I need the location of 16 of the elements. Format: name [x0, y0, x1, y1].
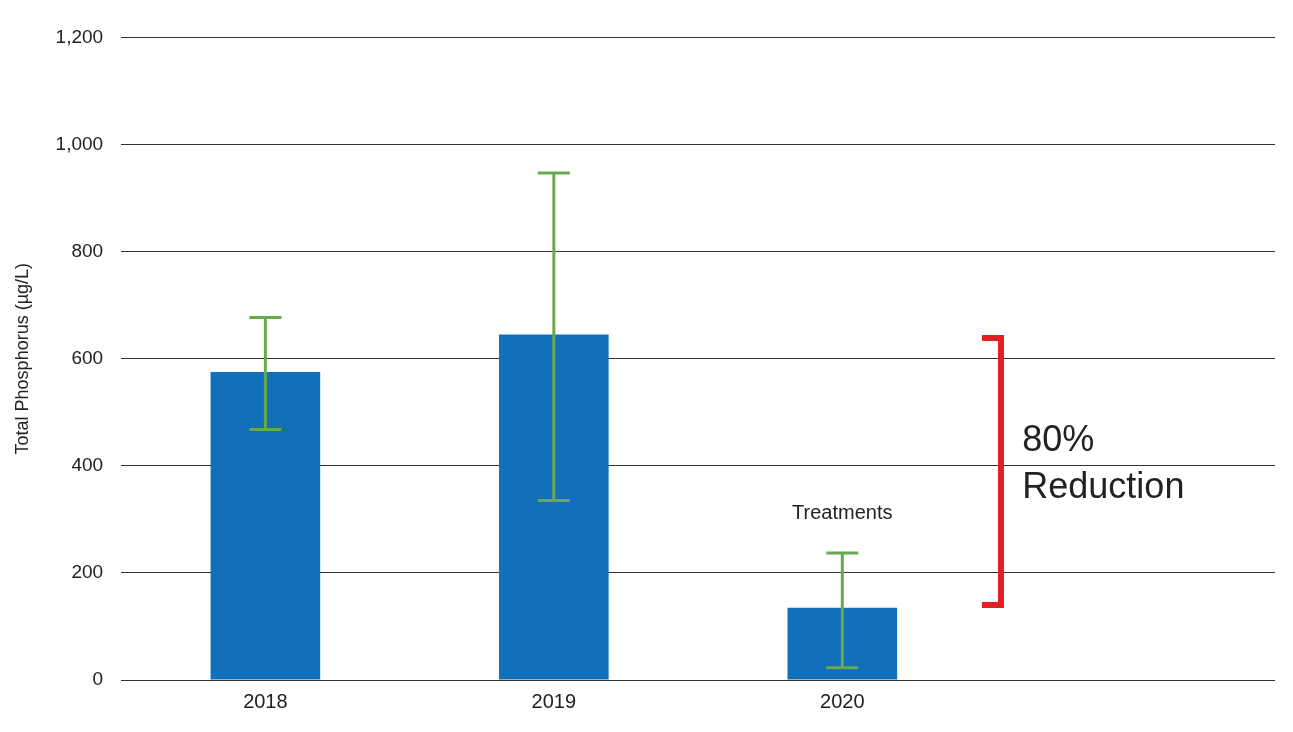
bar: [787, 607, 898, 680]
y-tick-label: 400: [71, 454, 104, 476]
bar: [499, 334, 609, 680]
y-tick-label: 800: [71, 239, 104, 261]
y-tick-label: 600: [71, 346, 104, 368]
y-tick-label: 1,000: [55, 132, 104, 154]
y-tick-label: 0: [92, 668, 104, 690]
x-tick-label: 2018: [243, 689, 288, 712]
x-tick-label: 2020: [820, 689, 865, 712]
annotation: 80% Reduction: [1022, 417, 1186, 508]
y-tick-label: 1,200: [55, 25, 104, 47]
annotation: Treatments: [792, 500, 893, 523]
y-tick-label: 200: [71, 561, 104, 583]
bar: [210, 372, 321, 680]
x-tick-label: 2019: [531, 689, 577, 712]
y-axis-title: Total Phosphorus (µg/L): [11, 262, 32, 455]
